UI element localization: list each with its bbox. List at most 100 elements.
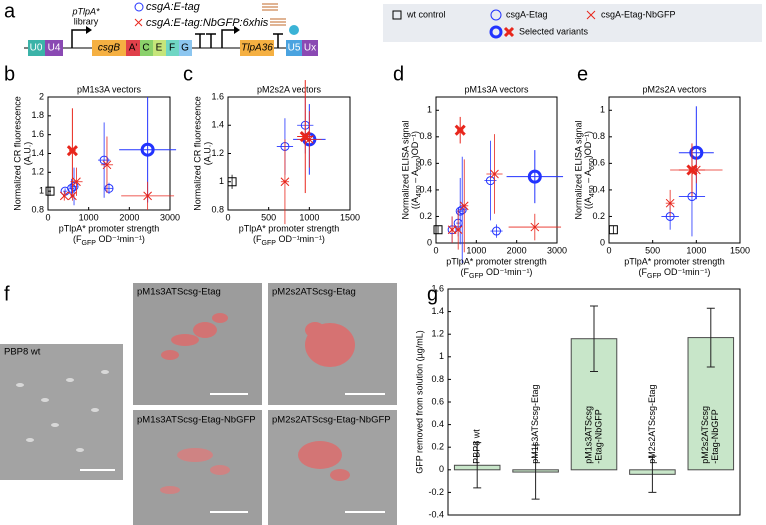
y-tick-label: 1 [439,351,444,361]
category-label: pM2s2ATScsg-Etag [647,384,657,463]
x-axis-label: (FGFP OD⁻¹min⁻¹) [253,234,325,246]
point [447,225,457,235]
x-axis-label: pTlpA* promoter strength [239,223,340,233]
y-tick-label: 1.2 [431,329,444,339]
y-tick-label: 1.2 [31,167,44,177]
part-label: A' [129,43,138,54]
y-axis-label-part: – A [583,170,593,186]
x-axis-label-part: (F [73,234,82,244]
y-tick-label: 2 [39,91,44,101]
micrograph [133,410,262,525]
x-tick-label: 1000 [79,212,99,222]
construct-label: csgA:E-tag [146,1,201,13]
cell-aggregate [161,313,228,360]
x-tick-label: 500 [645,245,660,255]
micrographs: PBP8 wt pM1s3ATScsg-Etag pM2s2ATScsg-Eta… [0,283,397,525]
x-axis-label-part: GFP [82,240,97,247]
axes-frame [435,96,558,244]
x-tick-label: 1000 [466,245,486,255]
micrograph-caption: pM1s3ATScsg-Etag [137,287,221,298]
y-tick-label: 0.2 [592,211,605,221]
legend-symbol [503,26,515,38]
panel-letter: f [4,283,10,305]
x-tick-label: 3000 [160,212,180,222]
x-axis-label-part: (F [253,234,262,244]
point [227,177,237,187]
cell-aggregate [298,441,350,481]
y-axis-label-part: 650 [589,158,596,170]
part-box [126,40,140,56]
micrograph-caption: pM1s3ATScsg-Etag-NbGFP [137,415,256,426]
part-label: U0 [30,43,43,54]
micrograph-caption: pM2s2ATScsg-Etag [272,287,356,298]
x-axis-label-part: GFP [262,240,277,247]
y-tick-label: 0.8 [31,204,44,214]
category-label: -Etag-NbGFP [710,409,720,464]
part-box [140,40,153,56]
panel-letter: g [427,283,438,305]
y-tick-label: 1 [39,186,44,196]
x-tick-label: 2000 [119,212,139,222]
micrograph [0,344,123,480]
panel-letter: d [393,63,404,85]
x-axis-label: pTlpA* promoter strength [446,256,547,266]
x-axis-label: pTlpA* promoter strength [59,223,160,233]
y-tick-label: 0.8 [431,374,444,384]
y-tick-label: 0.8 [592,131,605,141]
y-tick-label: -0.4 [428,509,444,519]
y-tick-label: -0.2 [428,487,444,497]
part-label: U4 [48,43,61,54]
chart-title: pM2s2A vectors [257,84,322,94]
y-tick-label: 1.2 [211,148,224,158]
part-label: TlpA36 [241,43,273,54]
x-tick-label: 500 [261,212,276,222]
part-label: G [181,43,189,54]
legend-label: wt control [406,9,446,19]
part-label: E [156,43,163,54]
micrograph-caption: PBP8 wt [4,347,41,358]
scatter-chart: pM2s2A vectors 0 500 1000 1500 0.8 1 1.2 1.4 1.6 [211,80,360,225]
y-tick-label: 1 [219,176,224,186]
y-axis-label-part: 650 [416,158,423,170]
x-tick-label: 1000 [686,245,706,255]
promoter-arrow [221,29,236,48]
y-axis-label: GFP removed from solution (µg/mL) [414,330,424,474]
error-bar [648,455,657,493]
part-box [286,40,302,56]
part-box [92,40,126,56]
point [99,155,109,165]
point [102,160,112,170]
selected-point [527,169,542,184]
x-axis-label-part: OD⁻¹min⁻¹) [483,267,532,277]
y-tick-label: 0.2 [419,211,432,221]
x-axis-label-part: OD⁻¹min⁻¹) [96,234,145,244]
scatter-chart: pM1s3A vectors 0 1000 2000 3000 0 0.2 0.4 0.6 0.8… [419,84,567,263]
legend-label: csgA-Etag [506,9,548,19]
y-axis-label-part: )OD⁻¹) [410,131,420,158]
x-axis-label-part: (F [639,267,648,277]
y-tick-label: 1.4 [431,306,444,316]
y-axis-label: ((A450 – A650)OD⁻¹) [583,131,595,209]
legend-symbol [586,10,596,20]
y-tick-label: 0 [439,464,444,474]
micrograph-caption: pM2s2ATScsg-Etag-NbGFP [272,415,391,426]
y-tick-label: 1.4 [31,148,44,158]
point [143,191,152,201]
y-tick-label: 0.6 [431,396,444,406]
x-axis-label: (FGFP OD⁻¹min⁻¹) [639,267,711,279]
x-axis-label: pTlpA* promoter strength [624,256,725,266]
y-tick-label: 0.4 [419,184,432,194]
point [69,181,79,191]
category-label: pM1s3ATScsg-Etag [530,384,540,463]
part-label: U5 [288,43,301,54]
category-label: PBP8 wt [472,429,482,464]
y-tick-label: 0.6 [592,158,605,168]
chart-title: pM2s2A vectors [642,84,707,94]
point [433,225,443,235]
point [665,198,675,208]
y-tick-label: 1 [427,105,432,115]
y-tick-label: 0.4 [592,184,605,194]
part-box [45,40,63,56]
x-tick-label: 1500 [340,212,360,222]
